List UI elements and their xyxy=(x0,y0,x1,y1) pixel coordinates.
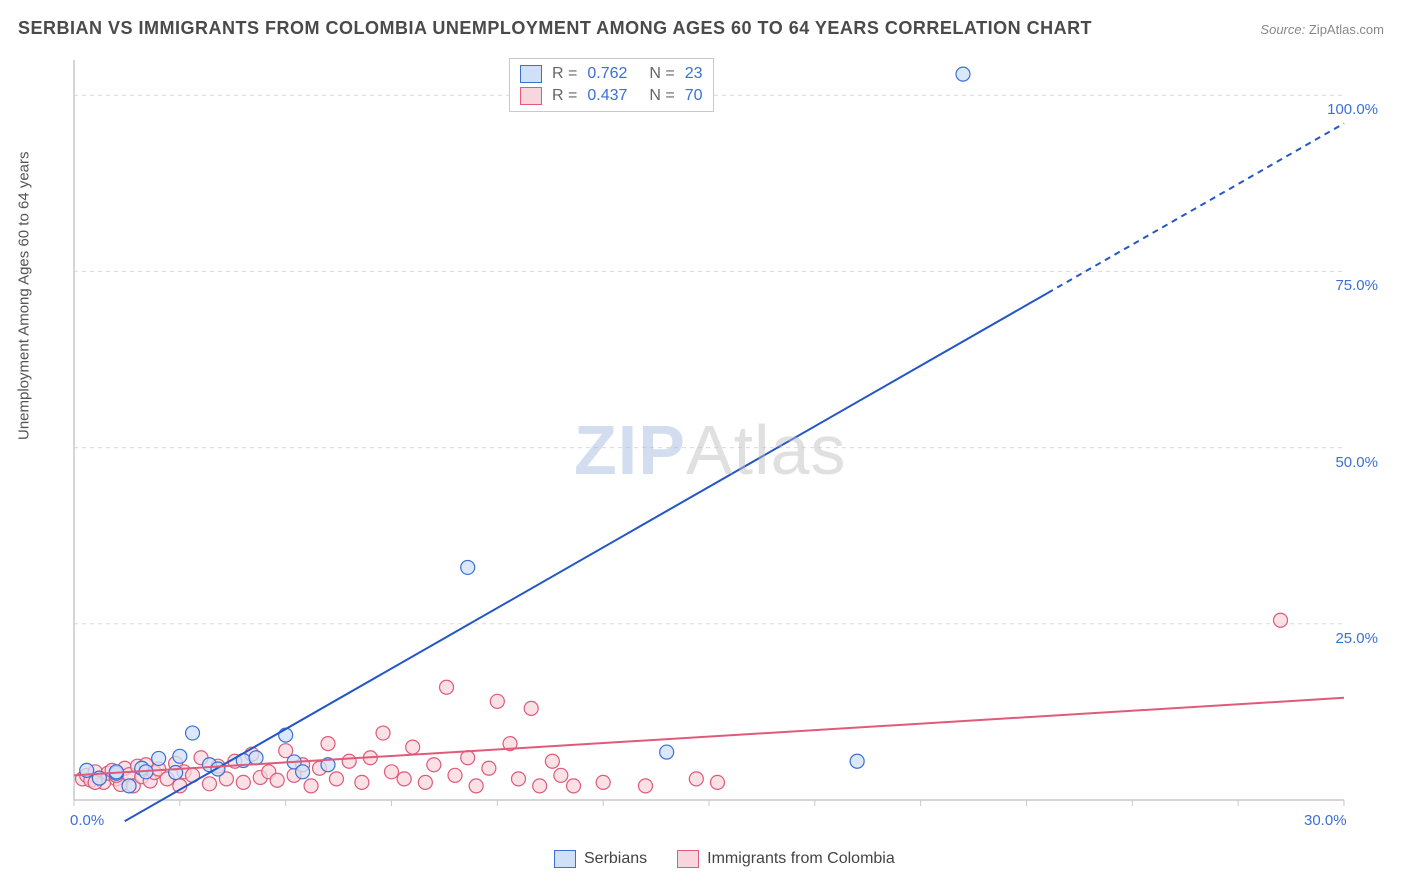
series-legend-item: Immigrants from Colombia xyxy=(677,850,895,868)
source-label: Source: xyxy=(1260,22,1305,37)
legend-swatch xyxy=(520,65,542,83)
y-tick-label: 50.0% xyxy=(1335,454,1378,471)
y-tick-label: 25.0% xyxy=(1335,630,1378,647)
legend-row: R = 0.437 N = 70 xyxy=(520,87,703,105)
chart-title: SERBIAN VS IMMIGRANTS FROM COLOMBIA UNEM… xyxy=(18,18,1092,39)
chart-plot-area: ZIPAtlas R =0.762N =23R =0.437N =70 Serb… xyxy=(54,50,1384,830)
y-tick-label: 75.0% xyxy=(1335,277,1378,294)
legend-n-value: 70 xyxy=(685,87,703,105)
legend-r-label: R = xyxy=(552,87,577,105)
y-axis-label: Unemployment Among Ages 60 to 64 years xyxy=(16,151,33,440)
legend-n-value: 23 xyxy=(685,65,703,83)
correlation-legend: R = 0.762 N = 23 R = 0.437 N = 70 xyxy=(509,58,714,112)
legend-swatch xyxy=(554,850,576,868)
source-attribution: Source: ZipAtlas.com xyxy=(1260,22,1384,37)
series-legend-item: Serbians xyxy=(554,850,647,868)
legend-swatch xyxy=(520,87,542,105)
legend-row: R = 0.762 N = 23 xyxy=(520,65,703,83)
legend-n-label: N = xyxy=(649,87,674,105)
x-tick-label: 0.0% xyxy=(70,812,104,829)
legend-swatch xyxy=(677,850,699,868)
series-name: Serbians xyxy=(584,850,647,868)
source-value: ZipAtlas.com xyxy=(1309,22,1384,37)
legend-r-label: R = xyxy=(552,65,577,83)
legend-n-label: N = xyxy=(649,65,674,83)
legend-r-value: 0.437 xyxy=(587,87,627,105)
x-tick-label: 30.0% xyxy=(1304,812,1347,829)
chart-svg xyxy=(54,50,1384,830)
series-name: Immigrants from Colombia xyxy=(707,850,895,868)
legend-r-value: 0.762 xyxy=(587,65,627,83)
series-legend: Serbians Immigrants from Colombia xyxy=(554,850,895,868)
y-tick-label: 100.0% xyxy=(1327,101,1378,118)
